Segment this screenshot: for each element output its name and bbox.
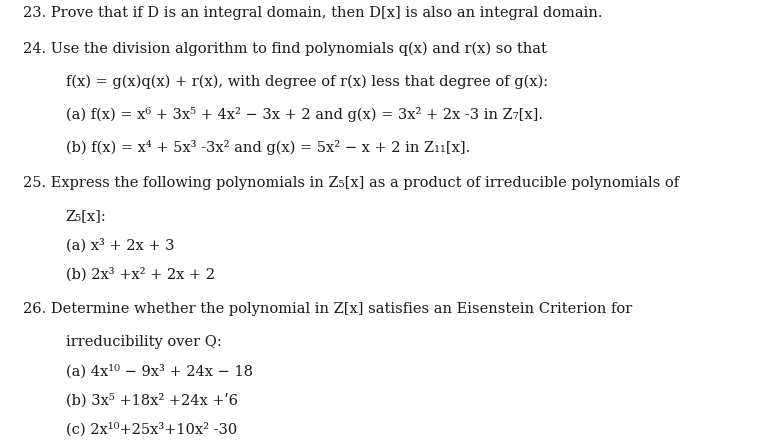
- Text: Z₅[x]:: Z₅[x]:: [66, 209, 107, 223]
- Text: 24. Use the division algorithm to find polynomials q(x) and r(x) so that: 24. Use the division algorithm to find p…: [23, 41, 547, 56]
- Text: (a) x³ + 2x + 3: (a) x³ + 2x + 3: [66, 238, 174, 252]
- Text: 25. Express the following polynomials in Z₅[x] as a product of irreducible polyn: 25. Express the following polynomials in…: [23, 176, 680, 190]
- Text: 26. Determine whether the polynomial in Z[x] satisfies an Eisenstein Criterion f: 26. Determine whether the polynomial in …: [23, 302, 632, 316]
- Text: 23. Prove that if D is an integral domain, then D[x] is also an integral domain.: 23. Prove that if D is an integral domai…: [23, 6, 603, 20]
- Text: (c) 2x¹⁰+25x³+10x² -30: (c) 2x¹⁰+25x³+10x² -30: [66, 423, 237, 437]
- Text: (a) f(x) = x⁶ + 3x⁵ + 4x² − 3x + 2 and g(x) = 3x² + 2x -3 in Z₇[x].: (a) f(x) = x⁶ + 3x⁵ + 4x² − 3x + 2 and g…: [66, 107, 543, 122]
- Text: (b) 3x⁵ +18x² +24x +ʹ6: (b) 3x⁵ +18x² +24x +ʹ6: [66, 393, 238, 408]
- Text: (b) f(x) = x⁴ + 5x³ -3x² and g(x) = 5x² − x + 2 in Z₁₁[x].: (b) f(x) = x⁴ + 5x³ -3x² and g(x) = 5x² …: [66, 139, 470, 155]
- Text: f(x) = g(x)q(x) + r(x), with degree of r(x) less that degree of g(x):: f(x) = g(x)q(x) + r(x), with degree of r…: [66, 75, 548, 89]
- Text: irreducibility over Q:: irreducibility over Q:: [66, 334, 221, 349]
- Text: (b) 2x³ +x² + 2x + 2: (b) 2x³ +x² + 2x + 2: [66, 268, 215, 282]
- Text: (a) 4x¹⁰ − 9x³ + 24x − 18: (a) 4x¹⁰ − 9x³ + 24x − 18: [66, 364, 253, 378]
